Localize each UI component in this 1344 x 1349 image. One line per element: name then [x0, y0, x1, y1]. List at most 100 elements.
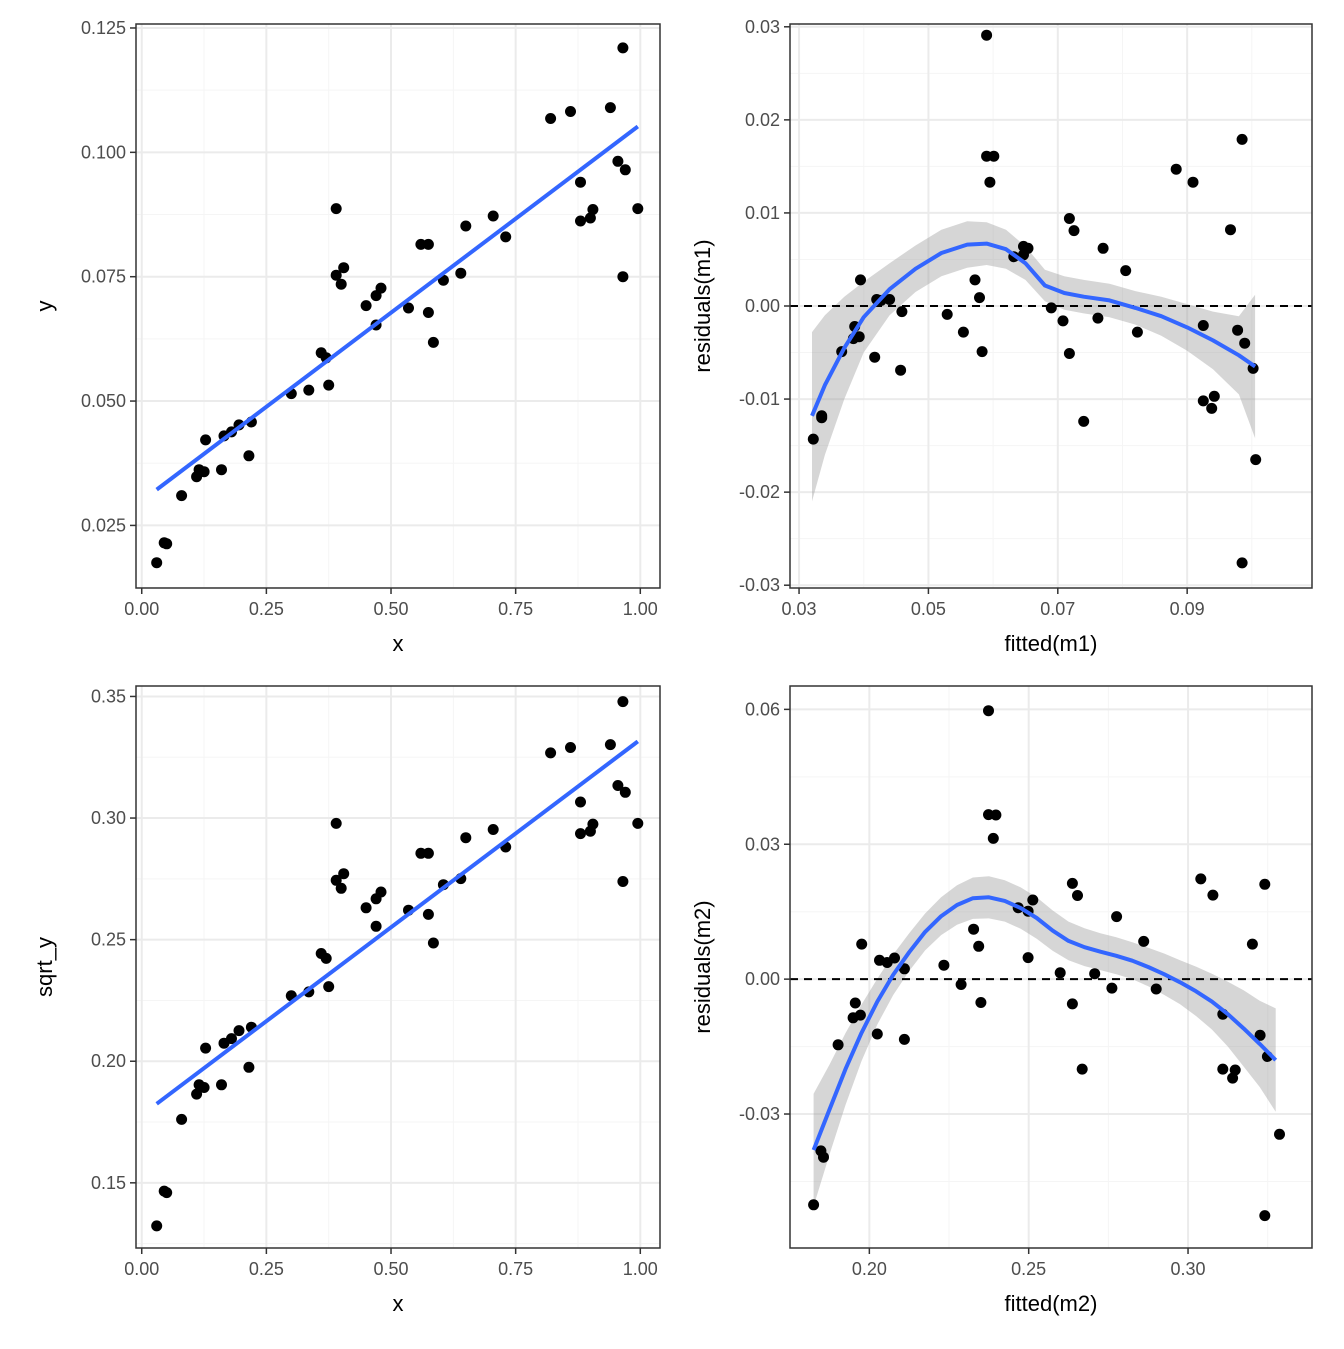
- data-point: [1089, 968, 1101, 980]
- y-tick-label: 0.06: [745, 699, 780, 719]
- panel-background: [790, 686, 1312, 1248]
- data-point: [617, 271, 629, 283]
- data-point: [1072, 890, 1083, 901]
- data-point: [612, 155, 624, 167]
- data-point: [370, 920, 382, 932]
- panel-background: [136, 686, 660, 1248]
- x-tick-label: 0.50: [373, 599, 408, 619]
- data-point: [1057, 315, 1069, 327]
- data-point: [1078, 415, 1090, 427]
- data-point: [1131, 326, 1143, 338]
- data-point: [243, 1061, 255, 1073]
- y-tick-label: 0.075: [81, 267, 126, 287]
- y-tick-label: 0.30: [91, 808, 126, 828]
- x-tick-label: 0.00: [124, 599, 159, 619]
- data-point: [984, 176, 996, 188]
- data-point: [1236, 557, 1248, 569]
- data-point: [975, 997, 987, 1008]
- data-point: [151, 557, 163, 569]
- data-point: [1246, 938, 1258, 950]
- data-point: [854, 1009, 866, 1021]
- data-point: [1111, 911, 1123, 923]
- data-point: [1063, 348, 1075, 359]
- data-point: [981, 29, 993, 41]
- data-point: [632, 203, 644, 215]
- x-tick-label: 0.05: [911, 599, 946, 619]
- panel-p4: 0.20 0.25 0.30 -0.03 0.00 0.03 0.06 fitted(m2) r…: [690, 685, 1313, 1316]
- data-point: [335, 278, 347, 290]
- data-point: [871, 1028, 883, 1040]
- panel-p1: 0.00 0.25 0.50 0.75 1.00 0.025 0.050 0.075 0.100…: [32, 18, 661, 656]
- data-point: [191, 1088, 203, 1100]
- data-point: [895, 364, 907, 376]
- data-point: [889, 952, 900, 964]
- data-point: [303, 384, 315, 396]
- data-point: [617, 876, 629, 887]
- y-axis-title: residuals(m1): [690, 239, 715, 372]
- x-tick-label: 0.75: [498, 1259, 533, 1279]
- data-point: [216, 464, 227, 476]
- data-point: [320, 952, 332, 964]
- data-point: [990, 809, 1002, 821]
- data-point: [198, 466, 210, 478]
- panel-border: [135, 23, 661, 589]
- data-point: [807, 433, 819, 445]
- data-point: [1250, 454, 1262, 466]
- data-point: [565, 742, 576, 753]
- data-point: [422, 238, 434, 250]
- loess-smooth-line: [810, 241, 1257, 417]
- data-point: [330, 817, 342, 829]
- data-point: [587, 204, 599, 215]
- data-point: [1068, 225, 1080, 237]
- loess-smooth-line: [811, 895, 1278, 1151]
- data-point: [403, 302, 414, 314]
- data-point: [1274, 1128, 1285, 1140]
- data-point: [455, 267, 467, 279]
- data-point: [1259, 1210, 1271, 1222]
- data-point: [422, 307, 434, 318]
- data-point: [849, 997, 861, 1009]
- y-tick-label: 0.050: [81, 391, 126, 411]
- data-point: [818, 1151, 829, 1163]
- data-point: [1022, 952, 1034, 964]
- y-tick-label: 0.00: [745, 969, 780, 989]
- data-point: [1217, 1063, 1229, 1075]
- data-point: [575, 176, 586, 188]
- data-point: [584, 212, 596, 224]
- x-axis-title: fitted(m2): [1005, 1291, 1098, 1316]
- x-tick-label: 0.00: [124, 1259, 159, 1279]
- x-tick-label: 0.20: [852, 1259, 887, 1279]
- data-point: [1197, 320, 1209, 331]
- data-point: [338, 868, 350, 880]
- data-point: [856, 938, 868, 950]
- y-tick-label: -0.03: [739, 575, 780, 595]
- data-point: [460, 832, 472, 844]
- data-point: [808, 1199, 820, 1211]
- confidence-ribbon: [813, 876, 1276, 1207]
- x-axis-title: fitted(m1): [1005, 631, 1098, 656]
- x-axis-title: x: [393, 631, 404, 656]
- data-point: [1076, 1063, 1088, 1075]
- y-axis-title: y: [32, 301, 57, 312]
- data-point: [375, 886, 387, 898]
- data-point: [938, 959, 950, 971]
- data-point: [898, 1033, 910, 1045]
- y-tick-label: 0.03: [745, 834, 780, 854]
- y-tick-label: 0.15: [91, 1173, 126, 1193]
- data-point: [338, 262, 350, 274]
- data-point: [360, 902, 372, 914]
- x-tick-label: 1.00: [623, 599, 658, 619]
- x-tick-label: 0.75: [498, 599, 533, 619]
- y-tick-label: 0.35: [91, 686, 126, 706]
- data-point: [1236, 133, 1248, 145]
- y-tick-label: 0.25: [91, 930, 126, 950]
- y-tick-label: -0.03: [739, 1104, 780, 1124]
- data-point: [151, 1220, 163, 1232]
- data-point: [987, 832, 999, 844]
- data-point: [422, 847, 434, 859]
- data-point: [955, 979, 967, 990]
- data-point: [1232, 324, 1244, 336]
- data-point: [198, 1082, 210, 1093]
- panel-p2: 0.03 0.05 0.07 0.09 -0.03 -0.02 -0.01 0.00 0.01 0…: [690, 17, 1313, 656]
